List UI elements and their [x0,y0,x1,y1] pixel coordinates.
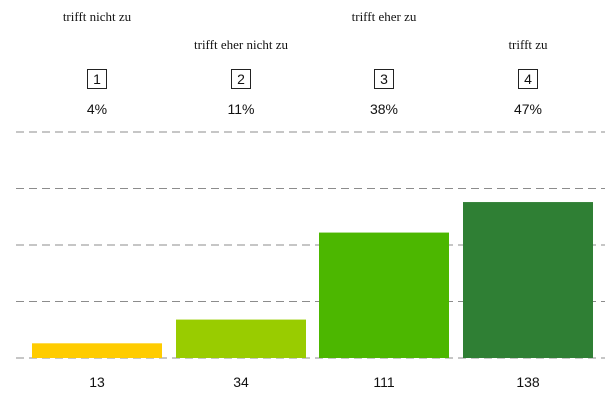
bar-1 [32,343,162,358]
count-label-3: 111 [373,374,395,390]
bar-4 [463,202,593,358]
category-label-4: trifft zu [508,37,548,52]
percentage-label-1: 4% [86,101,108,117]
category-label-1: trifft nicht zu [62,9,132,24]
bar-2 [176,319,306,358]
scale-number-1: 1 [87,69,107,89]
percentage-label-3: 38% [369,101,399,117]
percentage-label-4: 47% [513,101,543,117]
category-label-2: trifft eher nicht zu [194,37,288,52]
scale-number-4: 4 [518,69,538,89]
count-label-4: 138 [516,374,540,390]
bar-3 [319,232,449,358]
percentage-label-2: 11% [227,101,255,117]
category-label-3: trifft eher zu [351,9,417,24]
count-label-1: 13 [89,374,105,390]
scale-number-2: 2 [231,69,251,89]
scale-number-3: 3 [374,69,394,89]
count-label-2: 34 [233,374,249,390]
